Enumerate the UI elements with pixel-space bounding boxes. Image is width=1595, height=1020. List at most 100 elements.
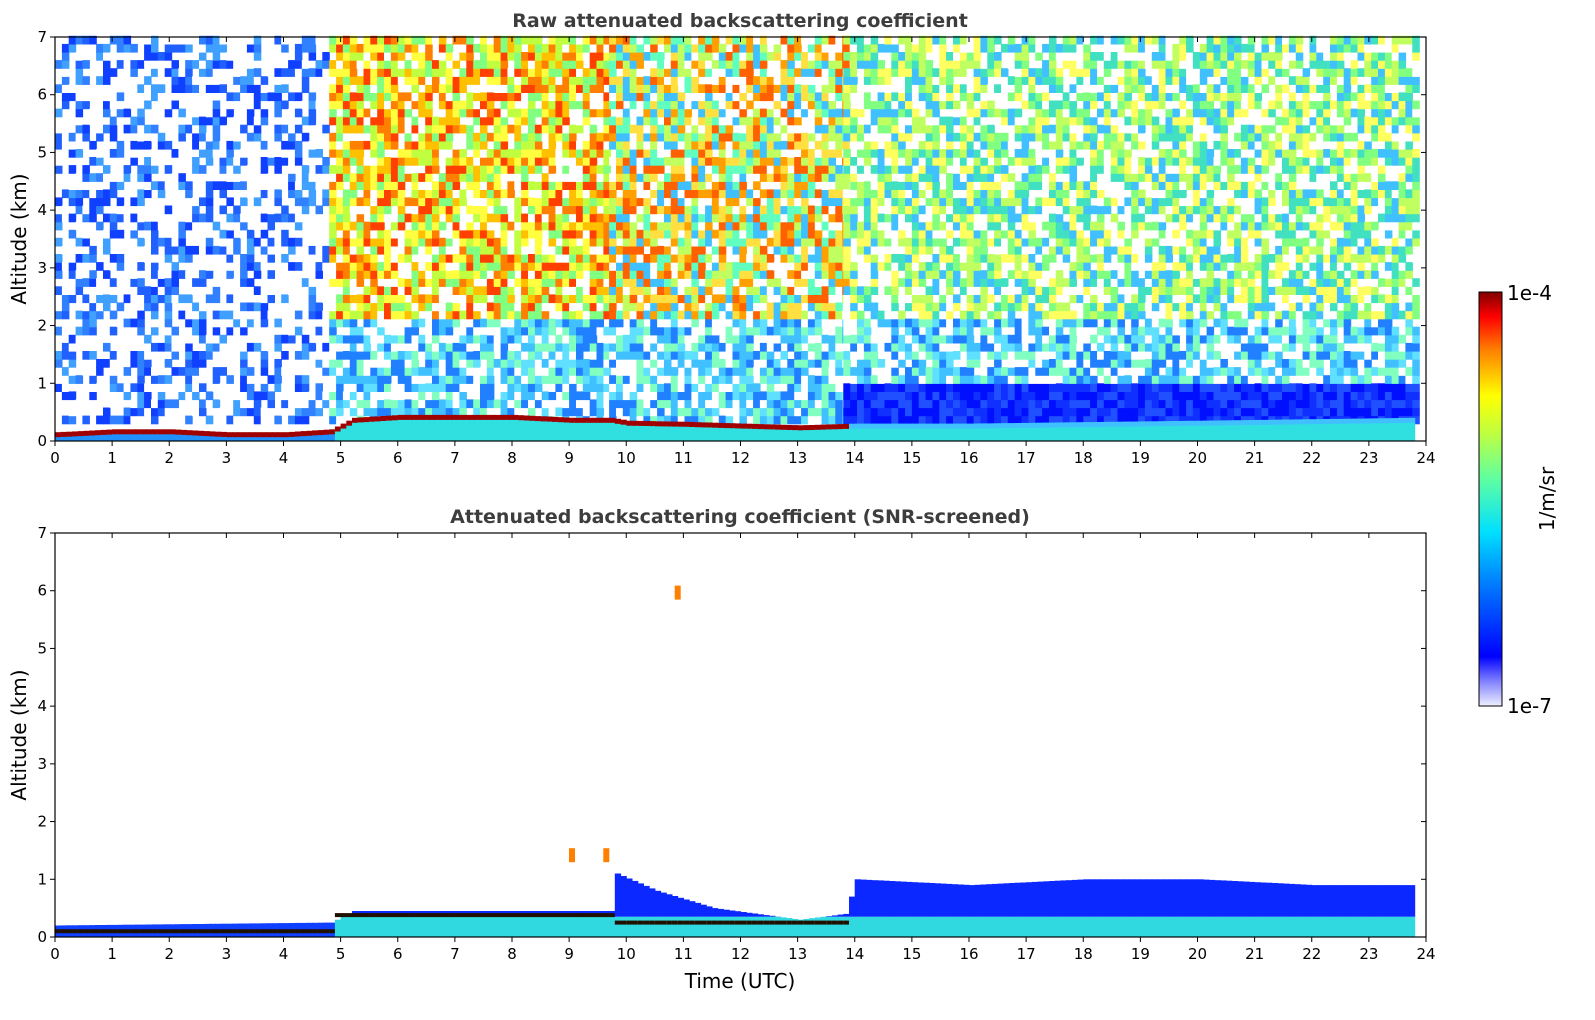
heatmap-cell <box>377 205 385 215</box>
heatmap-cell <box>199 213 207 223</box>
heatmap-cell <box>939 278 947 287</box>
heatmap-cell <box>459 124 467 134</box>
heatmap-cell <box>349 116 358 126</box>
heatmap-cell <box>725 415 734 425</box>
heatmap-cell <box>780 221 788 231</box>
heatmap-cell <box>603 367 611 376</box>
heatmap-cell <box>918 286 927 295</box>
heatmap-cell <box>493 116 502 126</box>
heatmap-cell <box>486 302 495 312</box>
heatmap-cell <box>109 375 118 384</box>
heatmap-cell <box>739 383 747 392</box>
heatmap-cell <box>171 270 179 279</box>
heatmap-cell <box>589 189 598 199</box>
heatmap-cell <box>356 278 365 287</box>
heatmap-cell <box>418 270 426 279</box>
heatmap-cell <box>732 116 740 126</box>
heatmap-cell <box>185 334 193 344</box>
heatmap-cell <box>622 165 631 174</box>
heatmap-cell <box>507 278 515 287</box>
heatmap-cell <box>629 229 638 239</box>
heatmap-cell <box>534 334 543 344</box>
heatmap-cell <box>109 254 118 263</box>
heatmap-cell <box>459 375 467 384</box>
heatmap-cell <box>576 245 584 255</box>
heatmap-cell <box>329 149 337 158</box>
heatmap-cell <box>691 84 699 93</box>
heatmap-cell <box>569 108 577 118</box>
heatmap-cell <box>370 383 378 392</box>
heatmap-cell <box>596 407 604 417</box>
heatmap-cell <box>664 270 672 279</box>
heatmap-cell <box>260 415 269 425</box>
heatmap-cell <box>576 270 584 279</box>
heatmap-cell <box>349 407 358 417</box>
heatmap-cell <box>336 294 344 304</box>
heatmap-cell <box>739 375 747 384</box>
heatmap-cell <box>670 52 679 61</box>
heatmap-cell <box>192 391 200 401</box>
heatmap-cell <box>884 140 892 150</box>
heatmap-cell <box>459 149 467 158</box>
heatmap-cell <box>603 359 611 368</box>
heatmap-cell <box>884 92 892 102</box>
heatmap-cell <box>677 189 686 199</box>
heatmap-cell <box>123 60 132 69</box>
heatmap-cell <box>109 173 118 182</box>
heatmap-cell <box>363 262 371 271</box>
heatmap-cell <box>418 197 426 207</box>
heatmap-cell <box>164 100 173 110</box>
heatmap-cell <box>616 229 624 239</box>
heatmap-cell <box>932 237 940 247</box>
heatmap-cell <box>636 318 644 328</box>
heatmap-cell <box>677 132 686 142</box>
heatmap-cell <box>691 245 699 255</box>
heatmap-cell <box>370 367 378 376</box>
heatmap-cell <box>650 407 658 417</box>
heatmap-cell <box>130 383 138 392</box>
heatmap-cell <box>411 302 419 312</box>
heatmap-cell <box>732 52 740 61</box>
heatmap-cell <box>677 342 686 352</box>
heatmap-cell <box>850 286 858 295</box>
heatmap-cell <box>253 399 262 409</box>
heatmap-cell <box>843 84 851 93</box>
heatmap-cell <box>349 60 358 69</box>
heatmap-cell <box>576 173 584 182</box>
heatmap-cell <box>342 124 351 134</box>
heatmap-cell <box>425 270 433 279</box>
heatmap-cell <box>843 108 851 118</box>
heatmap-cell <box>622 237 631 247</box>
heatmap-cell <box>192 310 200 320</box>
heatmap-cell <box>596 254 604 263</box>
heatmap-cell <box>253 52 262 61</box>
heatmap-cell <box>466 367 474 376</box>
heatmap-cell <box>390 334 399 344</box>
heatmap-cell <box>863 375 872 384</box>
heatmap-cell <box>677 399 686 409</box>
heatmap-cell <box>322 359 330 368</box>
heatmap-cell <box>664 383 672 392</box>
heatmap-cell <box>664 278 672 287</box>
heatmap-cell <box>576 399 584 409</box>
heatmap-cell <box>711 132 720 142</box>
heatmap-cell <box>384 262 392 271</box>
heatmap-cell <box>336 383 344 392</box>
heatmap-cell <box>514 92 522 102</box>
heatmap-cell <box>390 140 399 150</box>
heatmap-cell <box>636 84 644 93</box>
heatmap-cell <box>939 165 947 174</box>
heatmap-cell <box>75 60 84 69</box>
heatmap-cell <box>390 254 399 263</box>
heatmap-cell <box>643 286 651 295</box>
heatmap-cell <box>718 205 727 215</box>
heatmap-cell <box>68 132 77 142</box>
heatmap-cell <box>103 237 111 247</box>
heatmap-cell <box>534 157 543 166</box>
heatmap-cell <box>89 399 97 409</box>
heatmap-cell <box>705 52 713 61</box>
heatmap-cell <box>650 116 658 126</box>
heatmap-cell <box>828 245 836 255</box>
heatmap-cell <box>643 415 651 425</box>
heatmap-cell <box>870 35 879 45</box>
